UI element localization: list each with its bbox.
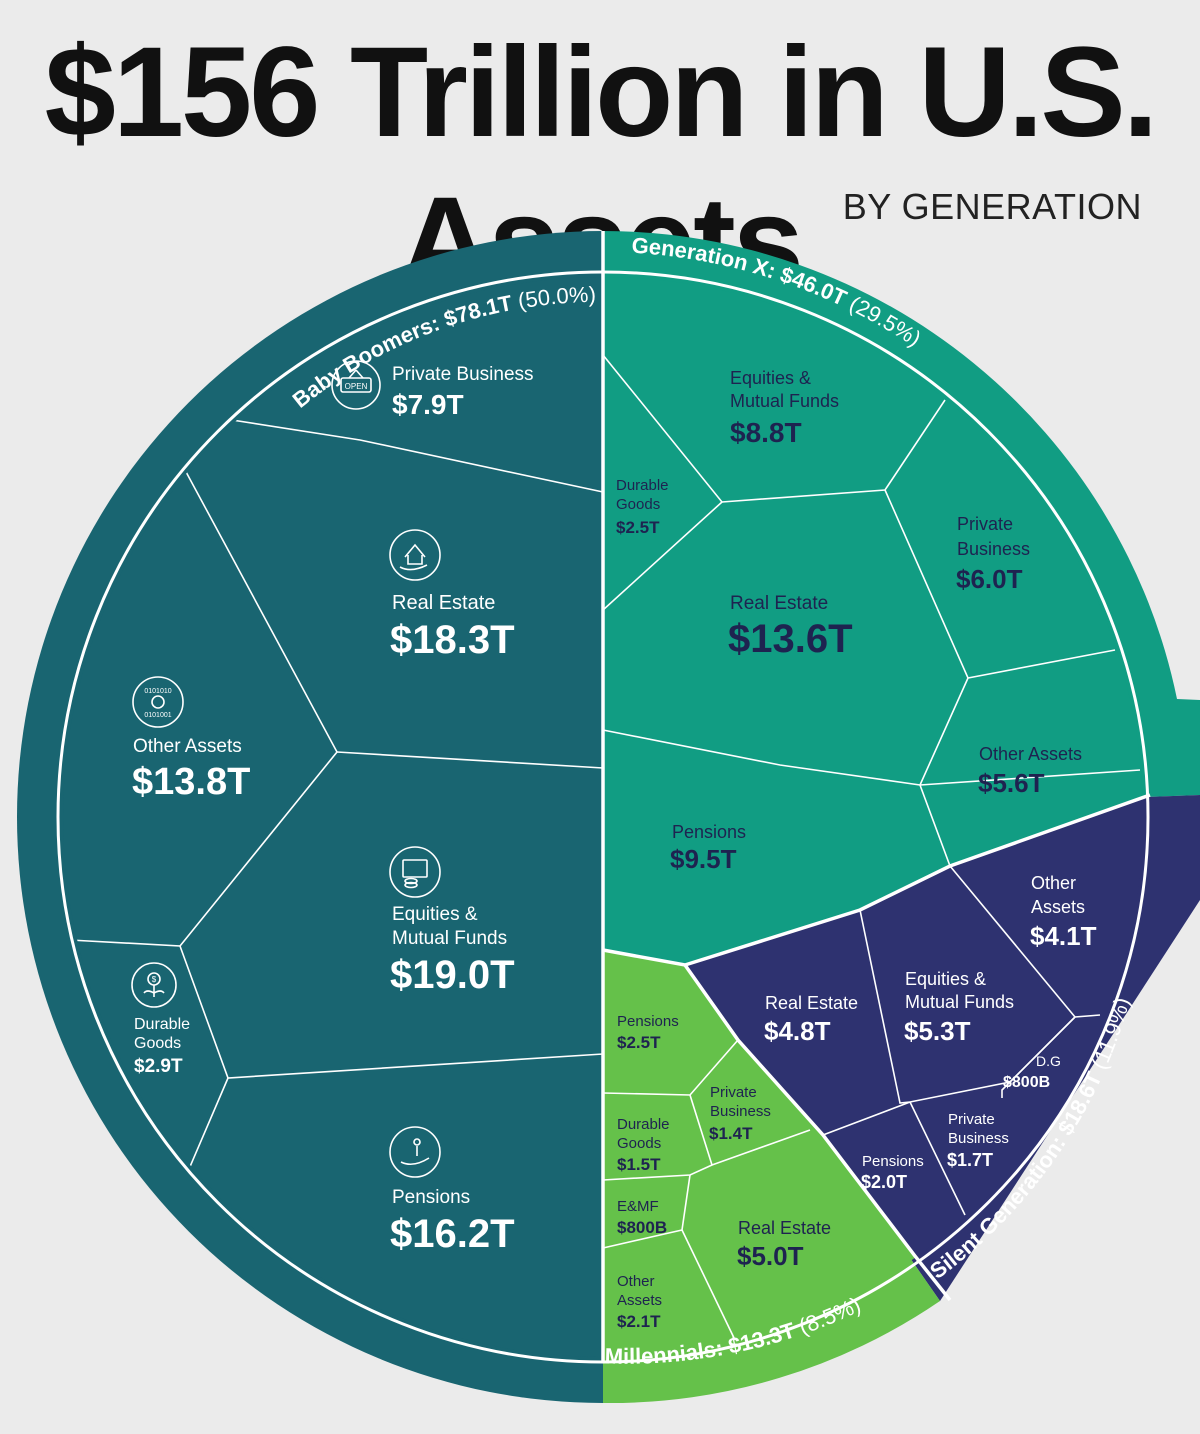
bb-equities-label: Equities & Mutual Funds bbox=[392, 904, 507, 949]
mn-durable-goods-value: $1.5T bbox=[617, 1155, 661, 1174]
bb-durable-goods-value: $2.9T bbox=[134, 1056, 183, 1077]
gx-real-estate-label: Real Estate bbox=[730, 593, 828, 614]
bb-equities-value: $19.0T bbox=[390, 953, 515, 997]
svg-text:0101001: 0101001 bbox=[144, 712, 171, 719]
mn-private-business-value: $1.4T bbox=[709, 1124, 753, 1143]
bb-durable-goods-label: Durable Goods bbox=[134, 1016, 190, 1052]
sg-pensions-label: Pensions bbox=[862, 1153, 924, 1170]
svg-text:$: $ bbox=[152, 975, 157, 984]
sg-real-estate-label: Real Estate bbox=[765, 993, 858, 1013]
bb-private-business-label: Private Business bbox=[392, 364, 534, 385]
mn-emf-label: E&MF bbox=[617, 1198, 659, 1215]
mn-real-estate-value: $5.0T bbox=[737, 1241, 804, 1271]
sg-other-assets-value: $4.1T bbox=[1030, 921, 1097, 951]
bb-pensions-label: Pensions bbox=[392, 1187, 470, 1208]
gx-other-assets-value: $5.6T bbox=[978, 768, 1045, 798]
open-sign-icon: OPEN bbox=[331, 360, 381, 410]
gx-pensions-label: Pensions bbox=[672, 822, 746, 842]
mn-private-business-label: Private Business bbox=[710, 1084, 771, 1120]
sg-private-business-label: Private Business bbox=[948, 1111, 1009, 1147]
house-in-hand-icon bbox=[389, 529, 441, 581]
mn-durable-goods-label: Durable Goods bbox=[617, 1116, 670, 1152]
sg-equities-label: Equities & Mutual Funds bbox=[905, 969, 1014, 1012]
cell-labels: Private Business $7.9T Real Estate $18.3… bbox=[132, 364, 1097, 1331]
bb-private-business-value: $7.9T bbox=[392, 389, 464, 420]
bb-real-estate-label: Real Estate bbox=[392, 592, 495, 614]
cells-millennials bbox=[603, 950, 940, 1357]
mn-other-assets-label: Other Assets bbox=[617, 1273, 662, 1309]
gx-real-estate-value: $13.6T bbox=[728, 617, 853, 661]
gx-private-business-label: Private Business bbox=[957, 514, 1030, 559]
sg-equities-value: $5.3T bbox=[904, 1016, 971, 1046]
sg-pensions-value: $2.0T bbox=[861, 1172, 907, 1192]
gx-equities-value: $8.8T bbox=[730, 417, 802, 448]
svg-text:0101010: 0101010 bbox=[144, 688, 171, 695]
svg-text:OPEN: OPEN bbox=[345, 382, 368, 391]
mn-pensions-value: $2.5T bbox=[617, 1033, 661, 1052]
sg-real-estate-value: $4.8T bbox=[764, 1016, 831, 1046]
person-in-hand-icon bbox=[389, 1126, 441, 1178]
generation-dividers bbox=[601, 231, 1151, 1363]
bb-other-assets-value: $13.8T bbox=[132, 761, 250, 803]
gx-durable-goods-value: $2.5T bbox=[616, 518, 660, 537]
mn-real-estate-label: Real Estate bbox=[738, 1218, 831, 1238]
bb-real-estate-value: $18.3T bbox=[390, 618, 515, 662]
plant-dollar-icon: $ bbox=[131, 962, 177, 1008]
sg-private-business-value: $1.7T bbox=[947, 1150, 993, 1170]
bb-other-assets-label: Other Assets bbox=[133, 736, 242, 757]
chart-subtitle: BY GENERATION bbox=[842, 186, 1142, 227]
gx-equities-label: Equities & Mutual Funds bbox=[730, 368, 839, 411]
sg-other-assets-label: Other Assets bbox=[1031, 873, 1085, 917]
icons: OPEN 0101010 0101001 $ bbox=[131, 360, 441, 1178]
coins-binary-icon: 0101010 0101001 bbox=[132, 676, 184, 728]
bb-pensions-value: $16.2T bbox=[390, 1212, 515, 1256]
gx-durable-goods-label: Durable Goods bbox=[616, 477, 669, 513]
certificate-coins-icon bbox=[389, 846, 441, 898]
gx-private-business-value: $6.0T bbox=[956, 564, 1023, 594]
cell-borders bbox=[69, 354, 1141, 1341]
mn-pensions-label: Pensions bbox=[617, 1013, 679, 1030]
sg-dg-label: D.G bbox=[1036, 1053, 1061, 1069]
mn-emf-value: $800B bbox=[617, 1218, 667, 1237]
gx-pensions-value: $9.5T bbox=[670, 844, 737, 874]
mn-other-assets-value: $2.1T bbox=[617, 1312, 661, 1331]
sg-dg-value: $800B bbox=[1003, 1074, 1050, 1091]
gx-other-assets-label: Other Assets bbox=[979, 744, 1082, 764]
